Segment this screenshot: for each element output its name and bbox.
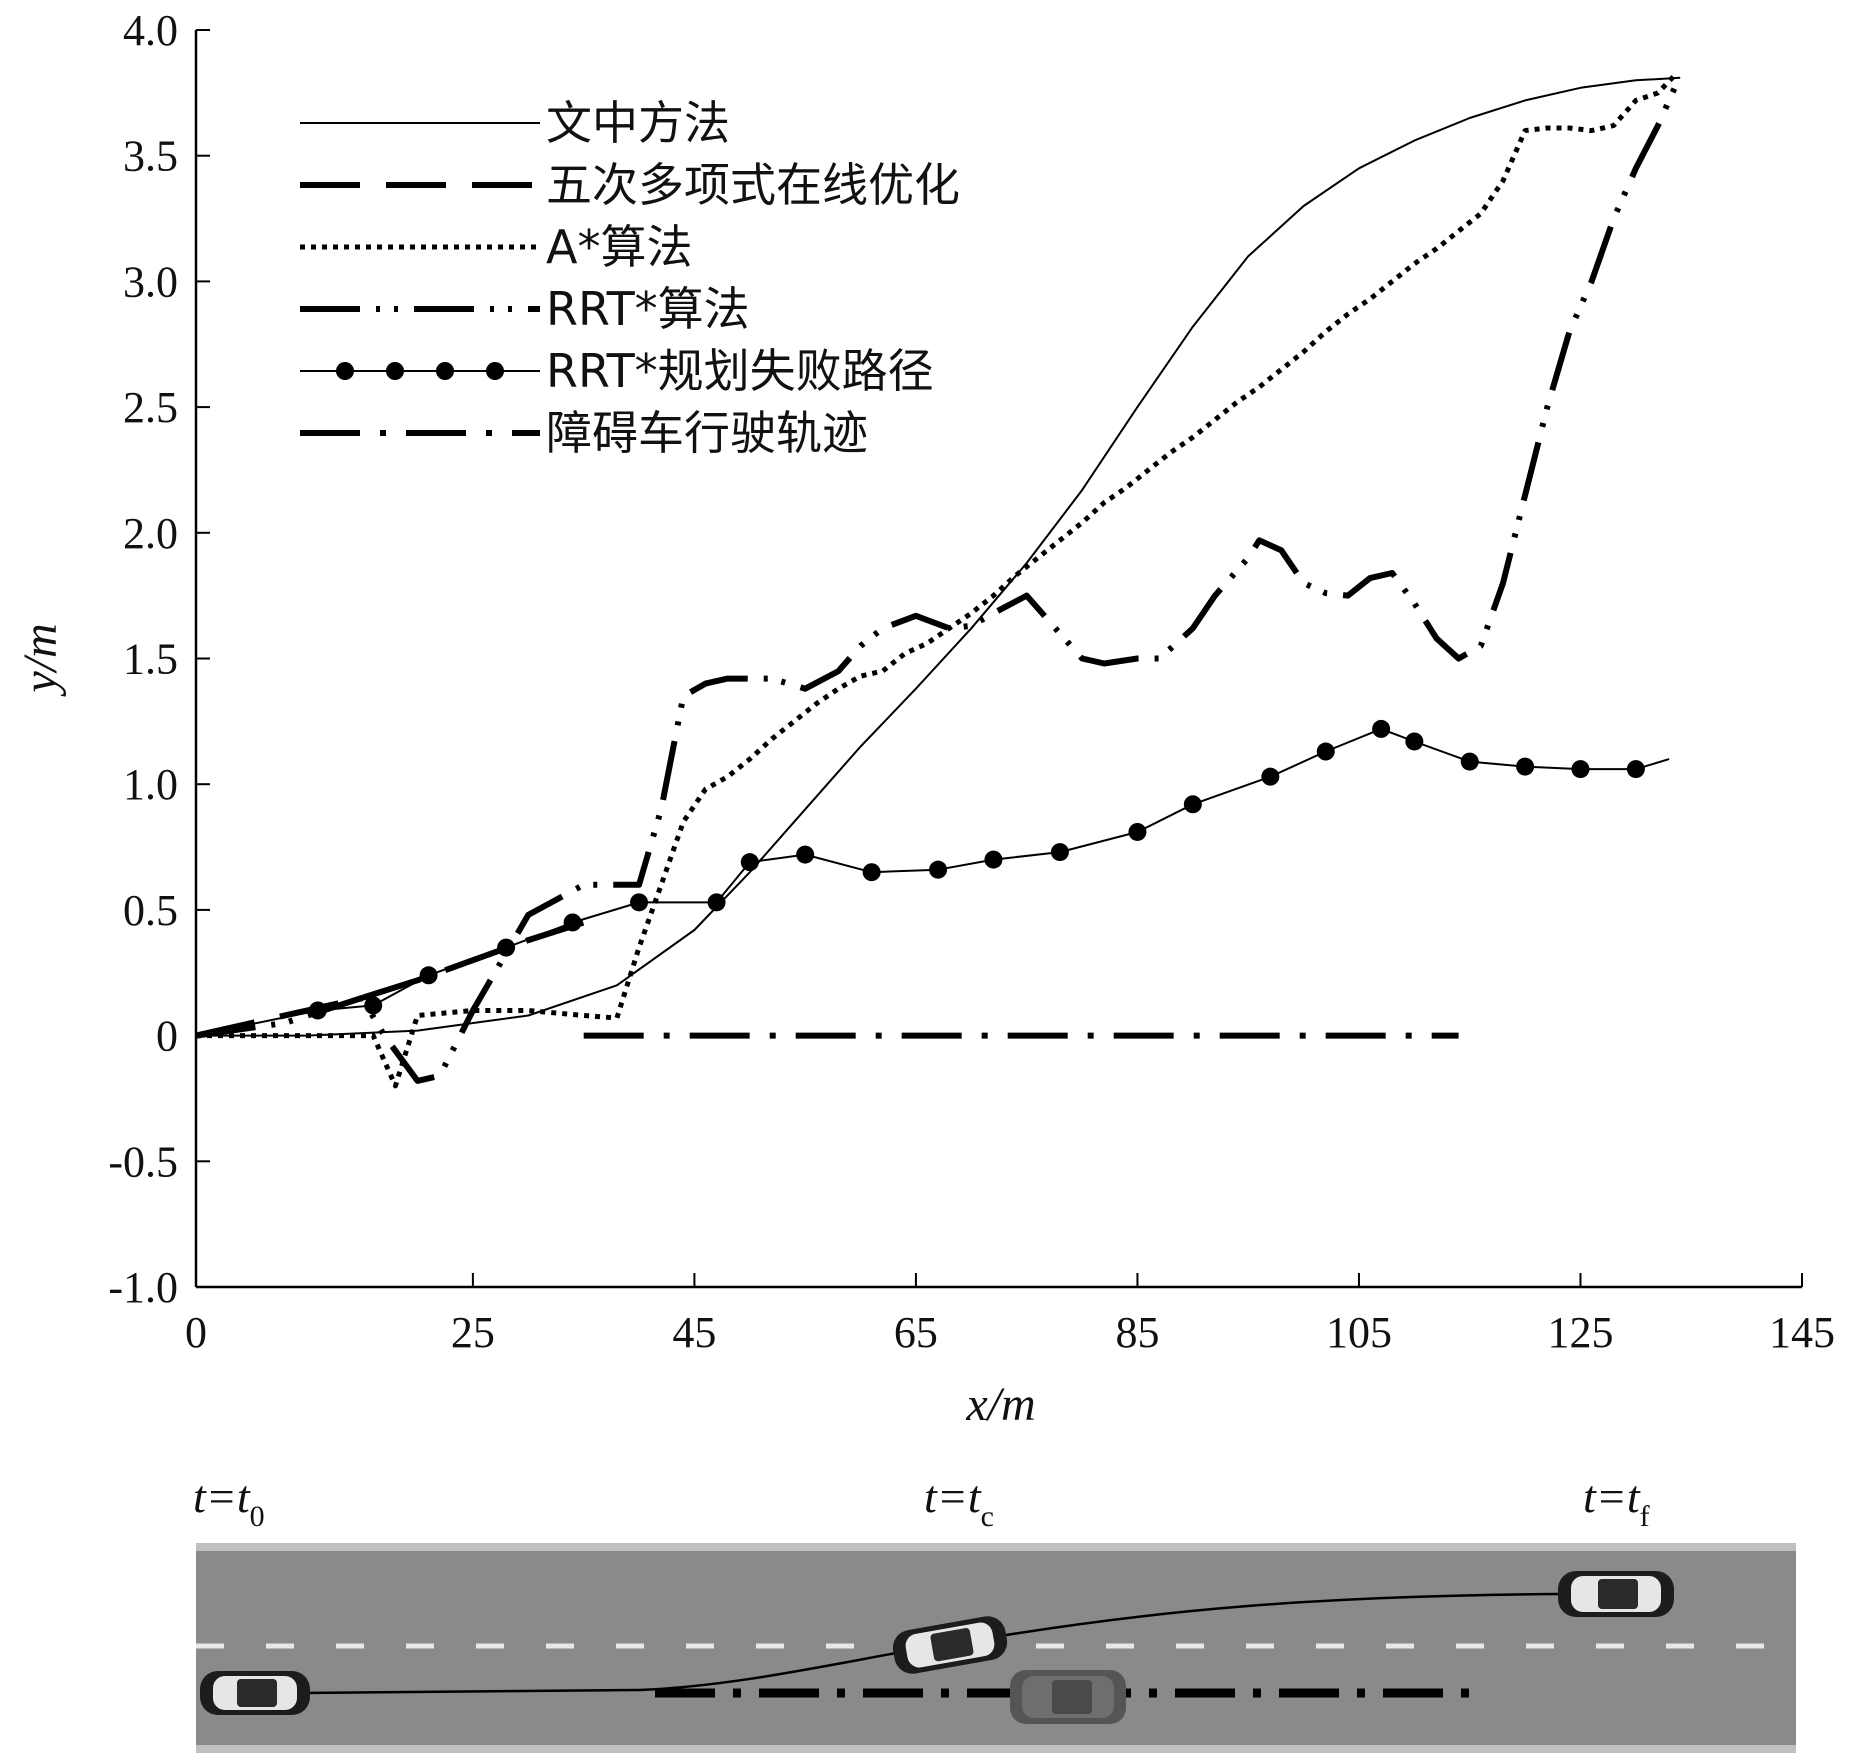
series-marker [1261, 767, 1280, 786]
time-label-change-main: t=t [924, 1471, 982, 1522]
series-marker [1183, 795, 1202, 814]
legend-label-5: RRT*规划失败路径 [546, 344, 934, 398]
legend-marker [436, 362, 454, 380]
road-edge-top [196, 1543, 1796, 1551]
series-marker [308, 1001, 327, 1020]
y-tick-label: -0.5 [108, 1137, 178, 1186]
legend-marker [486, 362, 504, 380]
series-marker [796, 845, 815, 864]
time-label-final-main: t=t [1583, 1471, 1641, 1522]
series-marker [364, 996, 383, 1015]
x-tick-label: 125 [1547, 1308, 1613, 1357]
time-label-start: t=t0 [193, 1471, 265, 1533]
time-label-final-sub: f [1640, 1500, 1650, 1533]
legend-label-3: A*算法 [546, 220, 692, 274]
y-axis-label: y/m [14, 623, 67, 697]
series-line-3 [196, 73, 1677, 1089]
series-marker [497, 938, 516, 957]
legend-label-1: 文中方法 [546, 96, 730, 150]
series-marker [1128, 822, 1147, 841]
series-marker [1316, 742, 1335, 761]
legend-marker [336, 362, 354, 380]
series-marker [1626, 760, 1645, 779]
time-label-final: t=tf [1583, 1471, 1650, 1533]
ego-car-end [1558, 1571, 1674, 1617]
series-marker [1405, 732, 1424, 751]
series-marker [1516, 757, 1535, 776]
y-tick-label: -1.0 [108, 1263, 178, 1312]
series-marker [862, 863, 881, 882]
legend-label-6: 障碍车行驶轨迹 [546, 406, 868, 460]
obstacle-car [1010, 1670, 1126, 1724]
time-label-change: t=tc [924, 1471, 994, 1533]
series-marker [929, 860, 948, 879]
y-tick-label: 1.5 [123, 635, 178, 684]
series-marker [740, 853, 759, 872]
series-marker [1460, 752, 1479, 771]
series-marker [1571, 760, 1590, 779]
series-group [195, 73, 1683, 1089]
y-tick-label: 3.0 [123, 257, 178, 306]
y-tick-label: 2.5 [123, 383, 178, 432]
road-edge-bottom [196, 1745, 1796, 1753]
y-tick-label: 1.0 [123, 760, 178, 809]
series-line-1 [196, 76, 1681, 1037]
series-line-4 [195, 74, 1683, 1084]
series-marker [1050, 843, 1069, 862]
x-tick-label: 145 [1769, 1308, 1835, 1357]
x-tick-label: 45 [672, 1308, 716, 1357]
series-marker [630, 893, 649, 912]
legend-label-4: RRT*算法 [546, 282, 750, 336]
y-tick-label: 2.0 [123, 509, 178, 558]
series-marker [707, 893, 726, 912]
road-scene: t=t0 t=tc t=tf [193, 1471, 1796, 1753]
y-tick-label: 0.5 [123, 886, 178, 935]
legend-marker [386, 362, 404, 380]
plot-axes [194, 30, 1802, 1289]
ego-car-start [200, 1671, 310, 1715]
legend-label-2: 五次多项式在线优化 [546, 158, 960, 212]
series-line-5 [195, 727, 1670, 1037]
x-tick-label: 85 [1115, 1308, 1159, 1357]
ego-trajectory [299, 1592, 1561, 1695]
series-marker [563, 913, 582, 932]
series-line-2 [195, 919, 585, 1039]
x-axis-label: x/m [965, 1378, 1035, 1431]
time-label-start-main: t=t [193, 1471, 251, 1522]
tick-group: 0 25 45 65 85 105 125 145 -1.0 -0.5 0 0.5 1.0 1.5 2.0 2… [108, 6, 1835, 1357]
ego-car-middle [892, 1616, 1008, 1674]
time-label-start-sub: 0 [250, 1500, 265, 1533]
x-tick-label: 25 [451, 1308, 495, 1357]
y-tick-label: 3.5 [123, 132, 178, 181]
x-tick-label: 65 [894, 1308, 938, 1357]
y-tick-label: 0 [156, 1012, 178, 1061]
x-tick-label: 105 [1326, 1308, 1392, 1357]
y-tick-label: 4.0 [123, 6, 178, 55]
x-tick-label: 0 [185, 1308, 207, 1357]
series-marker [984, 850, 1003, 869]
time-label-change-sub: c [981, 1500, 994, 1533]
series-marker [419, 966, 438, 985]
series-marker [1372, 719, 1391, 738]
